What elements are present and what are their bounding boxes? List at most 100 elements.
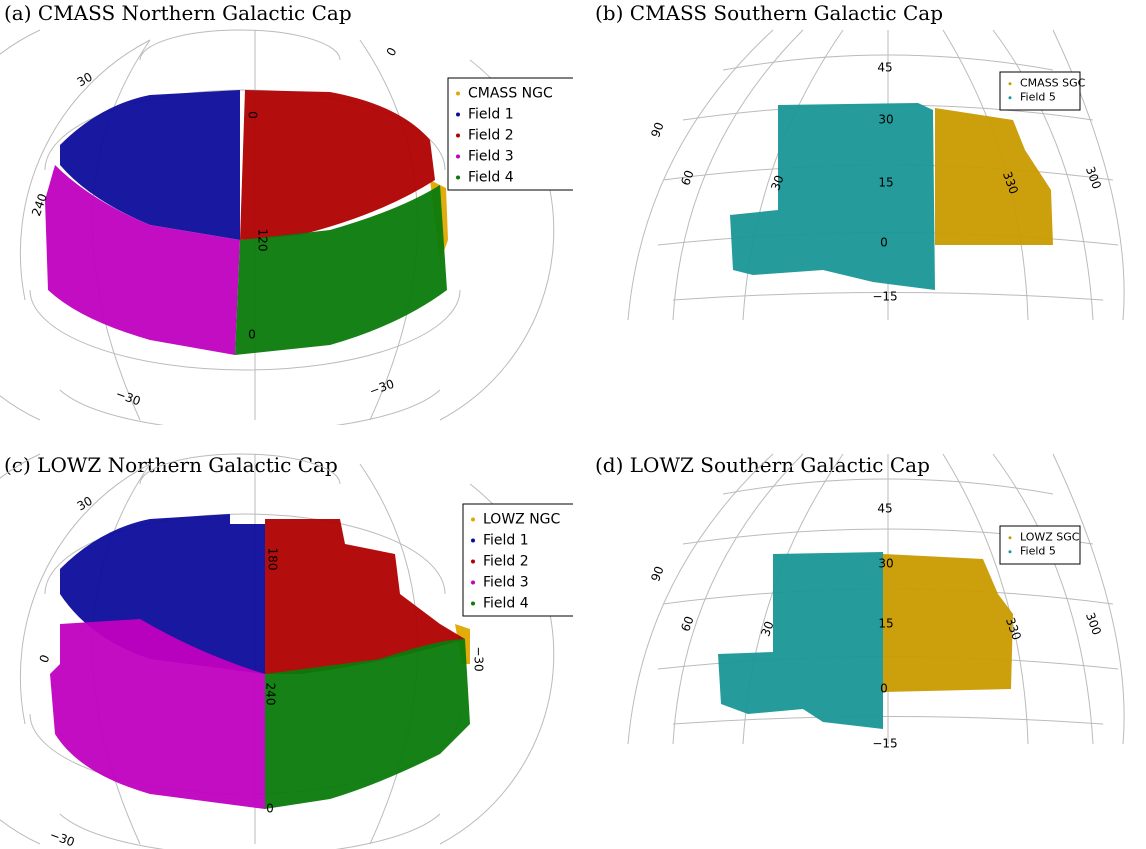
grid-label: 0 — [880, 236, 888, 250]
grid-line — [722, 478, 1054, 495]
legend-label: Field 5 — [1020, 91, 1056, 104]
grid-label: −30 — [48, 828, 77, 849]
grid-line — [0, 453, 41, 845]
survey-region — [265, 519, 465, 674]
grid-line — [942, 453, 1029, 745]
caption: (a) CMASS Northern Galactic Cap — [4, 1, 352, 25]
grid-line — [44, 513, 446, 595]
legend-marker — [471, 580, 475, 585]
grid-label: 90 — [648, 564, 666, 583]
legend-label: Field 5 — [1020, 545, 1056, 558]
panel: (d) LOWZ Southern Galactic Cap 45 30 15 0 −15… — [595, 453, 1125, 751]
legend-label: Field 4 — [483, 596, 529, 612]
grid-line — [29, 289, 461, 371]
grid-line — [59, 389, 441, 425]
legend-label: Field 1 — [483, 533, 529, 549]
caption: (b) CMASS Southern Galactic Cap — [595, 1, 943, 25]
legend-box — [462, 503, 573, 617]
grid-label: 0 — [248, 328, 256, 342]
grid-line — [672, 716, 1104, 725]
grid-label: −30 — [472, 646, 486, 671]
legend-marker — [1008, 82, 1012, 86]
legend-marker — [1008, 550, 1012, 554]
grid-label: 45 — [877, 61, 892, 75]
survey-region — [883, 554, 1013, 692]
grid-label: 120 — [256, 229, 270, 252]
survey-region — [60, 90, 240, 240]
caption: (c) LOWZ Northern Galactic Cap — [4, 453, 338, 477]
grid-line — [1052, 453, 1125, 745]
legend-marker — [456, 154, 460, 159]
grid-line — [742, 29, 844, 321]
grid-label: 45 — [877, 502, 892, 516]
grid-label: 60 — [678, 168, 696, 187]
grid-line — [0, 29, 41, 421]
grid-label: 0 — [384, 45, 400, 59]
legend-marker — [471, 517, 475, 522]
grid-label: 60 — [678, 614, 696, 633]
panel: (b) CMASS Southern Galactic Cap 45 30 15 0 −1… — [595, 1, 1125, 321]
legend-label: Field 1 — [468, 107, 514, 123]
survey-region — [240, 90, 435, 240]
legend-box — [999, 525, 1081, 565]
grid-line — [722, 54, 1054, 71]
survey-region — [265, 639, 470, 809]
legend-label: CMASS SGC — [1020, 77, 1086, 90]
grid-label: −30 — [368, 377, 397, 399]
legend-box — [447, 77, 573, 191]
grid-line — [139, 29, 341, 61]
survey-region — [718, 552, 883, 729]
grid-label: 0 — [880, 682, 888, 696]
grid-line — [59, 813, 441, 849]
grid-line — [627, 29, 774, 321]
grid-line — [139, 453, 341, 485]
grid-label: 0 — [246, 111, 260, 119]
grid-label: 30 — [75, 70, 95, 90]
grid-line — [992, 453, 1094, 745]
grid-label: 15 — [878, 176, 893, 190]
legend-label: Field 2 — [468, 128, 514, 144]
grid-label: 180 — [266, 548, 280, 571]
grid-label: −15 — [872, 290, 897, 304]
grid-label: 300 — [1083, 611, 1104, 637]
grid-label: 30 — [878, 113, 893, 127]
panel: (a) CMASS Northern Galactic Cap300012024… — [0, 1, 573, 425]
grid-label: 0 — [37, 653, 53, 665]
survey-region — [935, 108, 1053, 245]
legend-marker — [1008, 536, 1012, 540]
grid-line — [19, 463, 151, 725]
legend-label: Field 3 — [483, 575, 529, 591]
grid-line — [672, 292, 1104, 301]
legend-label: LOWZ SGC — [1020, 531, 1080, 544]
panel: (c) LOWZ Northern Galactic Cap 30 180 240 0 0… — [0, 453, 573, 849]
grid-label: −30 — [114, 387, 143, 409]
grid-label: 90 — [648, 120, 666, 139]
legend-marker — [456, 91, 460, 96]
legend-label: CMASS NGC — [468, 86, 553, 102]
survey-region — [45, 165, 240, 355]
grid-label: 0 — [266, 802, 274, 816]
legend-marker — [471, 559, 475, 564]
legend-label: Field 3 — [468, 149, 514, 165]
grid-label: 30 — [75, 494, 95, 514]
grid-label: 30 — [878, 557, 893, 571]
grid-label: 15 — [878, 617, 893, 631]
legend-marker — [471, 601, 475, 606]
grid-label: 240 — [264, 683, 278, 706]
caption: (d) LOWZ Southern Galactic Cap — [595, 453, 930, 477]
grid-label: −15 — [872, 737, 897, 751]
grid-label: 300 — [1083, 165, 1104, 191]
legend-marker — [1008, 96, 1012, 100]
grid-line — [627, 453, 774, 745]
survey-region — [730, 103, 935, 290]
legend-marker — [471, 538, 475, 543]
legend-marker — [456, 112, 460, 117]
grid-line — [19, 39, 151, 301]
grid-label: 30 — [758, 619, 776, 638]
legend-label: Field 2 — [483, 554, 529, 570]
legend-label: LOWZ NGC — [483, 512, 561, 528]
sky-map: 30 180 240 0 0 −30 −30 — [0, 453, 555, 849]
